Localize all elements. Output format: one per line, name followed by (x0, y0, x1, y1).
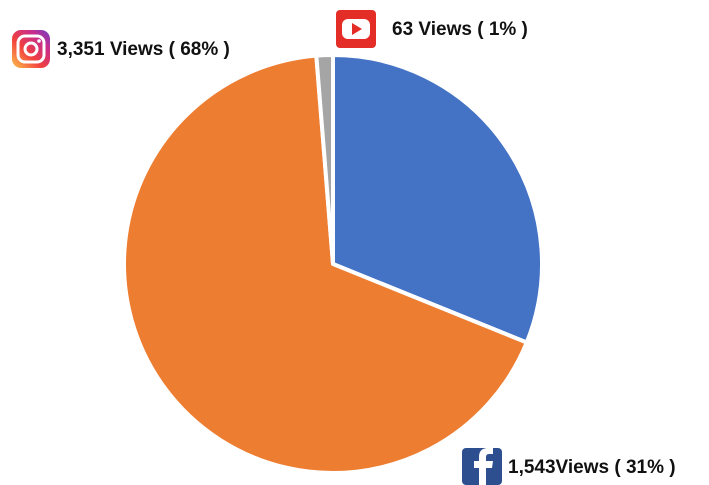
data-label: 63 Views ( 1% ) (392, 19, 528, 40)
pie-slice (331, 53, 544, 345)
pie-slice (122, 53, 529, 475)
youtube-icon (336, 10, 376, 48)
pie (122, 53, 544, 475)
data-label: 3,351 Views ( 68% ) (57, 39, 230, 60)
pie-slice (314, 53, 335, 266)
data-label: 1,543Views ( 31% ) (508, 457, 676, 478)
facebook-icon (462, 448, 502, 485)
instagram-icon (12, 30, 50, 68)
